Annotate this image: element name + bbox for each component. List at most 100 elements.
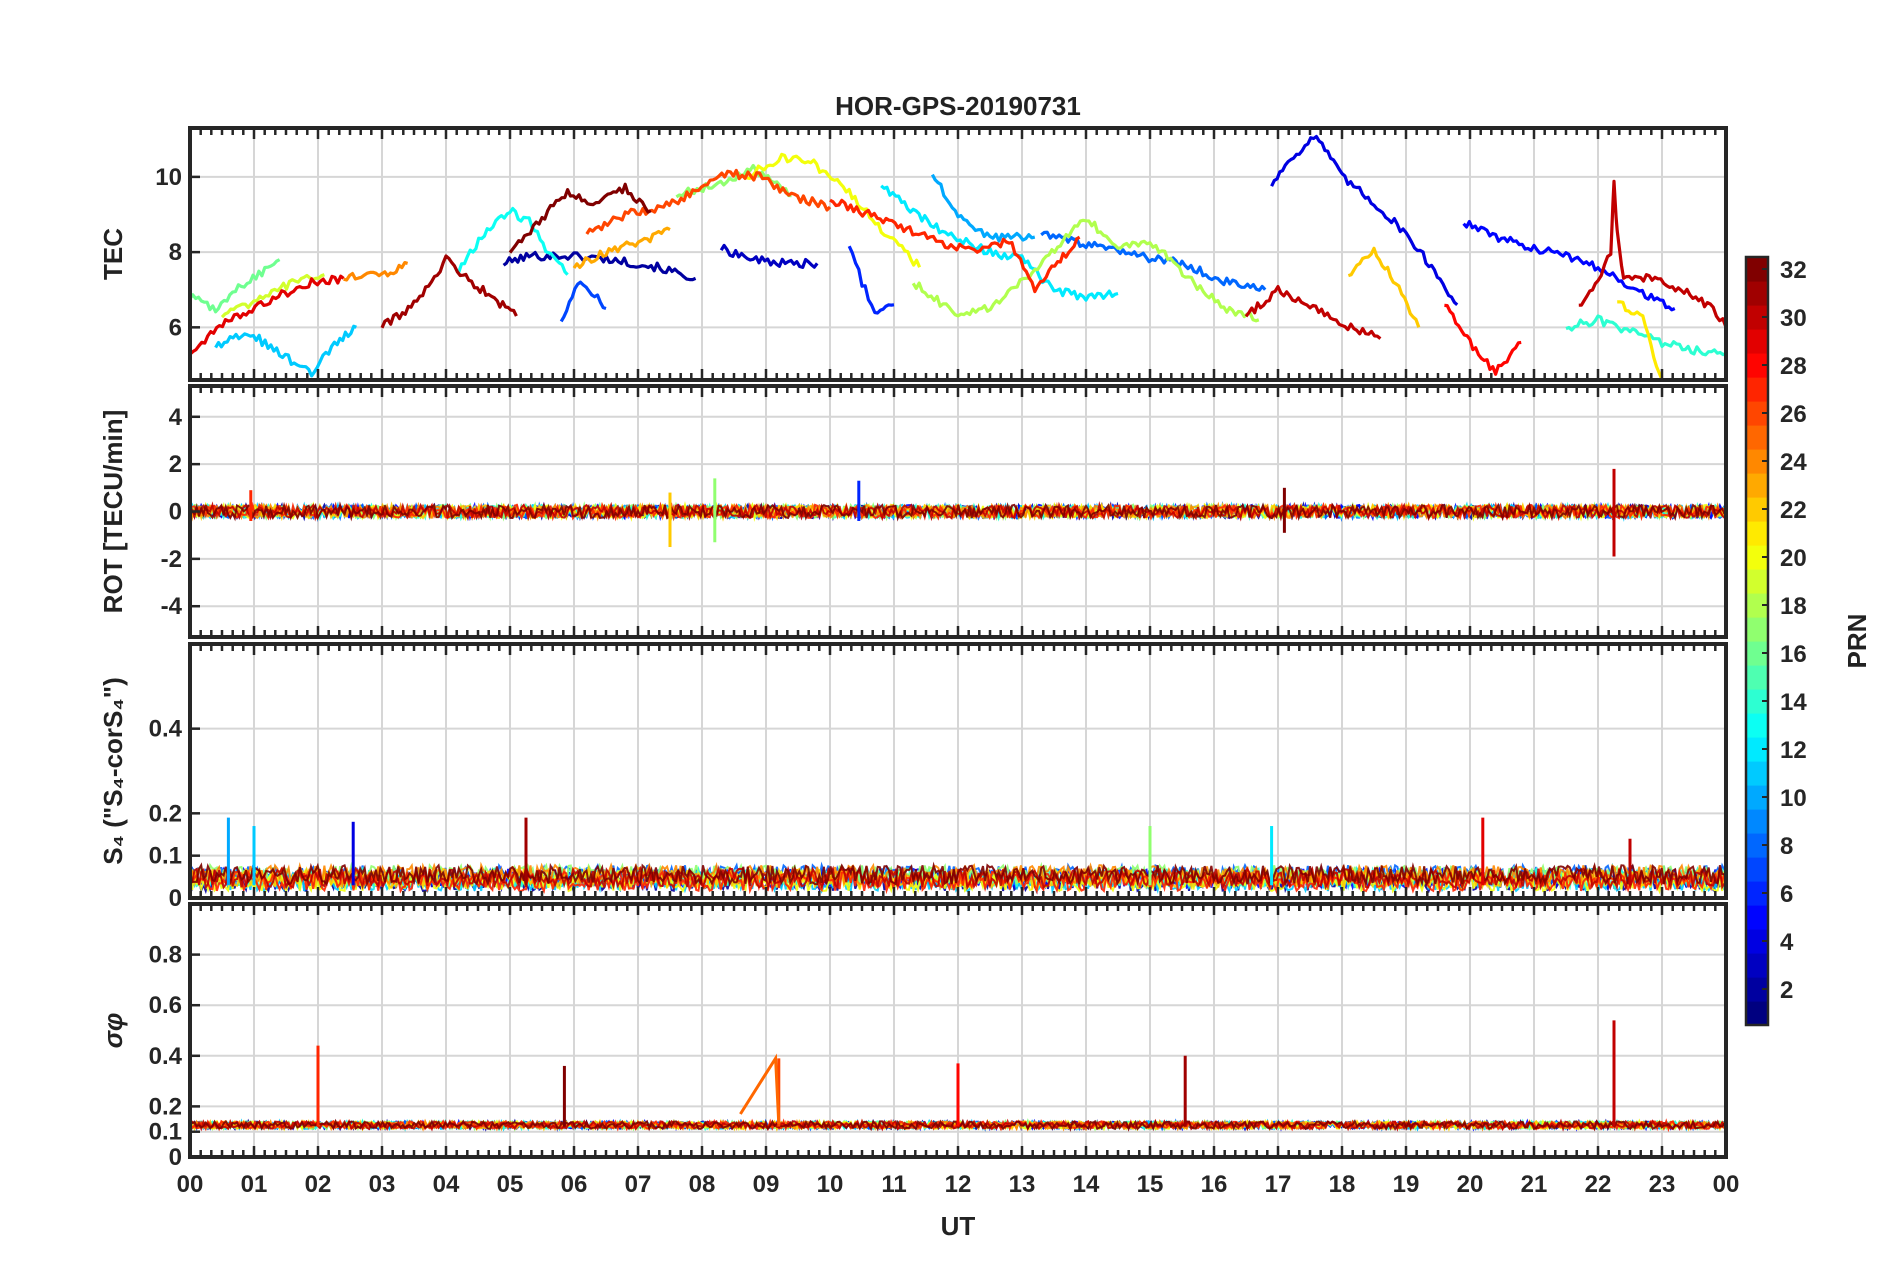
panel-1-grid [190,128,1726,380]
colorbar-tick-label: 8 [1780,833,1793,860]
tec-series-prn-19 [220,273,325,319]
panel-3-data [190,817,1726,895]
panel-2-data [190,468,1726,557]
x-tick-marks [188,386,1728,637]
y-tick-label: 0.6 [149,992,182,1019]
tec-series-prn-14 [1565,314,1726,357]
tec-series-prn-27 [829,198,1081,294]
tec-series-prn-28 [1444,303,1522,376]
colorbar-swatch [1746,713,1768,738]
tec-series-prn-20 [746,152,922,268]
x-tick-label: 18 [1329,1171,1356,1198]
panel-1: 6 8 10 TEC [98,126,1728,382]
colorbar-swatch [1746,1001,1768,1026]
colorbar-swatch [1746,593,1768,618]
colorbar-swatch [1746,977,1768,1002]
x-tick-label: 07 [625,1171,652,1198]
tec-series-prn-8 [1040,230,1267,292]
colorbar-label: PRN [1842,614,1872,669]
y-tick-label: -4 [161,593,183,620]
colorbar-tick-label: 20 [1780,545,1807,572]
x-tick-label: 22 [1585,1171,1612,1198]
y-tick-label: 0 [169,499,182,526]
y-tick-label: 0.1 [149,843,182,870]
tec-series-prn-30 [1578,179,1726,328]
x-tick-label: 21 [1521,1171,1548,1198]
y-tick-label: 8 [169,239,182,266]
colorbar-swatch [1746,305,1768,330]
y-tick-label: 0.8 [149,942,182,969]
colorbar-swatch [1746,329,1768,354]
x-tick-label: 00 [1713,1171,1740,1198]
colorbar-swatch [1746,449,1768,474]
colorbar-tick-label: 12 [1780,737,1807,764]
x-tick-label: 19 [1393,1171,1420,1198]
panel-3: 0 0.1 0.2 0.4 S₄ ("S₄-corS₄") [98,642,1728,912]
panel-1-y-axis-label: TEC [98,228,128,280]
x-tick-label: 20 [1457,1171,1484,1198]
y-tick-label: 6 [169,314,182,341]
colorbar-swatch [1746,809,1768,834]
x-tick-label: 17 [1265,1171,1292,1198]
tec-series-prn-18 [911,218,1260,323]
x-tick-label: 14 [1073,1171,1100,1198]
x-tick-marks [188,128,1728,380]
tec-series-prn-32 [508,182,652,254]
x-tick-label: 04 [433,1171,460,1198]
panel-4-y-axis-label: σφ [98,1013,128,1049]
tec-series-prn-13 [457,206,569,276]
x-tick-marks [188,644,1728,898]
x-tick-label: 01 [241,1171,268,1198]
x-tick-label: 15 [1137,1171,1164,1198]
panel-3-minor-ticks [188,644,1728,898]
colorbar-tick-label: 4 [1780,929,1794,956]
colorbar-swatch [1746,401,1768,426]
tec-series-prn-7 [559,280,607,323]
colorbar-swatch [1746,953,1768,978]
tec-series-prn-10 [930,173,1036,243]
tec-series-prn-3 [719,243,819,269]
tec-series-prn-29 [190,274,345,356]
tec-series-prn-5 [1462,219,1676,312]
panel-1-minor-ticks [188,128,1728,380]
tec-series-prn-30 [1244,285,1382,340]
panel-4: 00.10.2 0.4 0.6 0.8 σφ [98,902,1728,1171]
y-tick-label: 4 [169,404,183,431]
panel-4-data [190,1020,1726,1133]
y-tick-label: -2 [161,546,182,573]
colorbar-tick-label: 10 [1780,785,1807,812]
panel-4-minor-ticks [188,904,1728,1157]
y-tick-label: 0 [169,885,182,912]
colorbar-tick-label: 28 [1780,353,1807,380]
x-tick-label: 02 [305,1171,332,1198]
tec-series-prn-22 [1347,246,1421,328]
colorbar-swatch [1746,617,1768,642]
tec-series-prn-4 [1270,134,1459,306]
y-tick-label: 0.2 [149,800,182,827]
colorbar-swatch [1746,785,1768,810]
y-tick-label: 2 [169,451,182,478]
tec-series-prn-21 [1617,300,1664,380]
y-tick-label: 0.4 [149,1043,183,1070]
colorbar-tick-label: 16 [1780,641,1807,668]
colorbar-tick-label: 32 [1780,257,1807,284]
colorbar-swatch [1746,905,1768,930]
tec-series-prn-6 [847,245,895,315]
x-axis-label: UT [941,1211,976,1241]
colorbar-swatch [1746,857,1768,882]
colorbar-tick-label: 14 [1780,689,1807,716]
y-tick-label: 0 [169,1144,182,1171]
colorbar-swatch [1746,569,1768,594]
x-tick-label: 13 [1009,1171,1036,1198]
x-tick-label: 11 [881,1171,906,1198]
colorbar-swatch [1746,761,1768,786]
colorbar-swatch [1746,353,1768,378]
colorbar-tick-label: 18 [1780,593,1807,620]
colorbar-swatch [1746,689,1768,714]
tec-series-prn-31 [380,254,518,329]
trace-prn-32 [190,501,1726,522]
panel-3-y-axis-label: S₄ ("S₄-corS₄") [98,677,128,865]
colorbar-swatch [1746,929,1768,954]
